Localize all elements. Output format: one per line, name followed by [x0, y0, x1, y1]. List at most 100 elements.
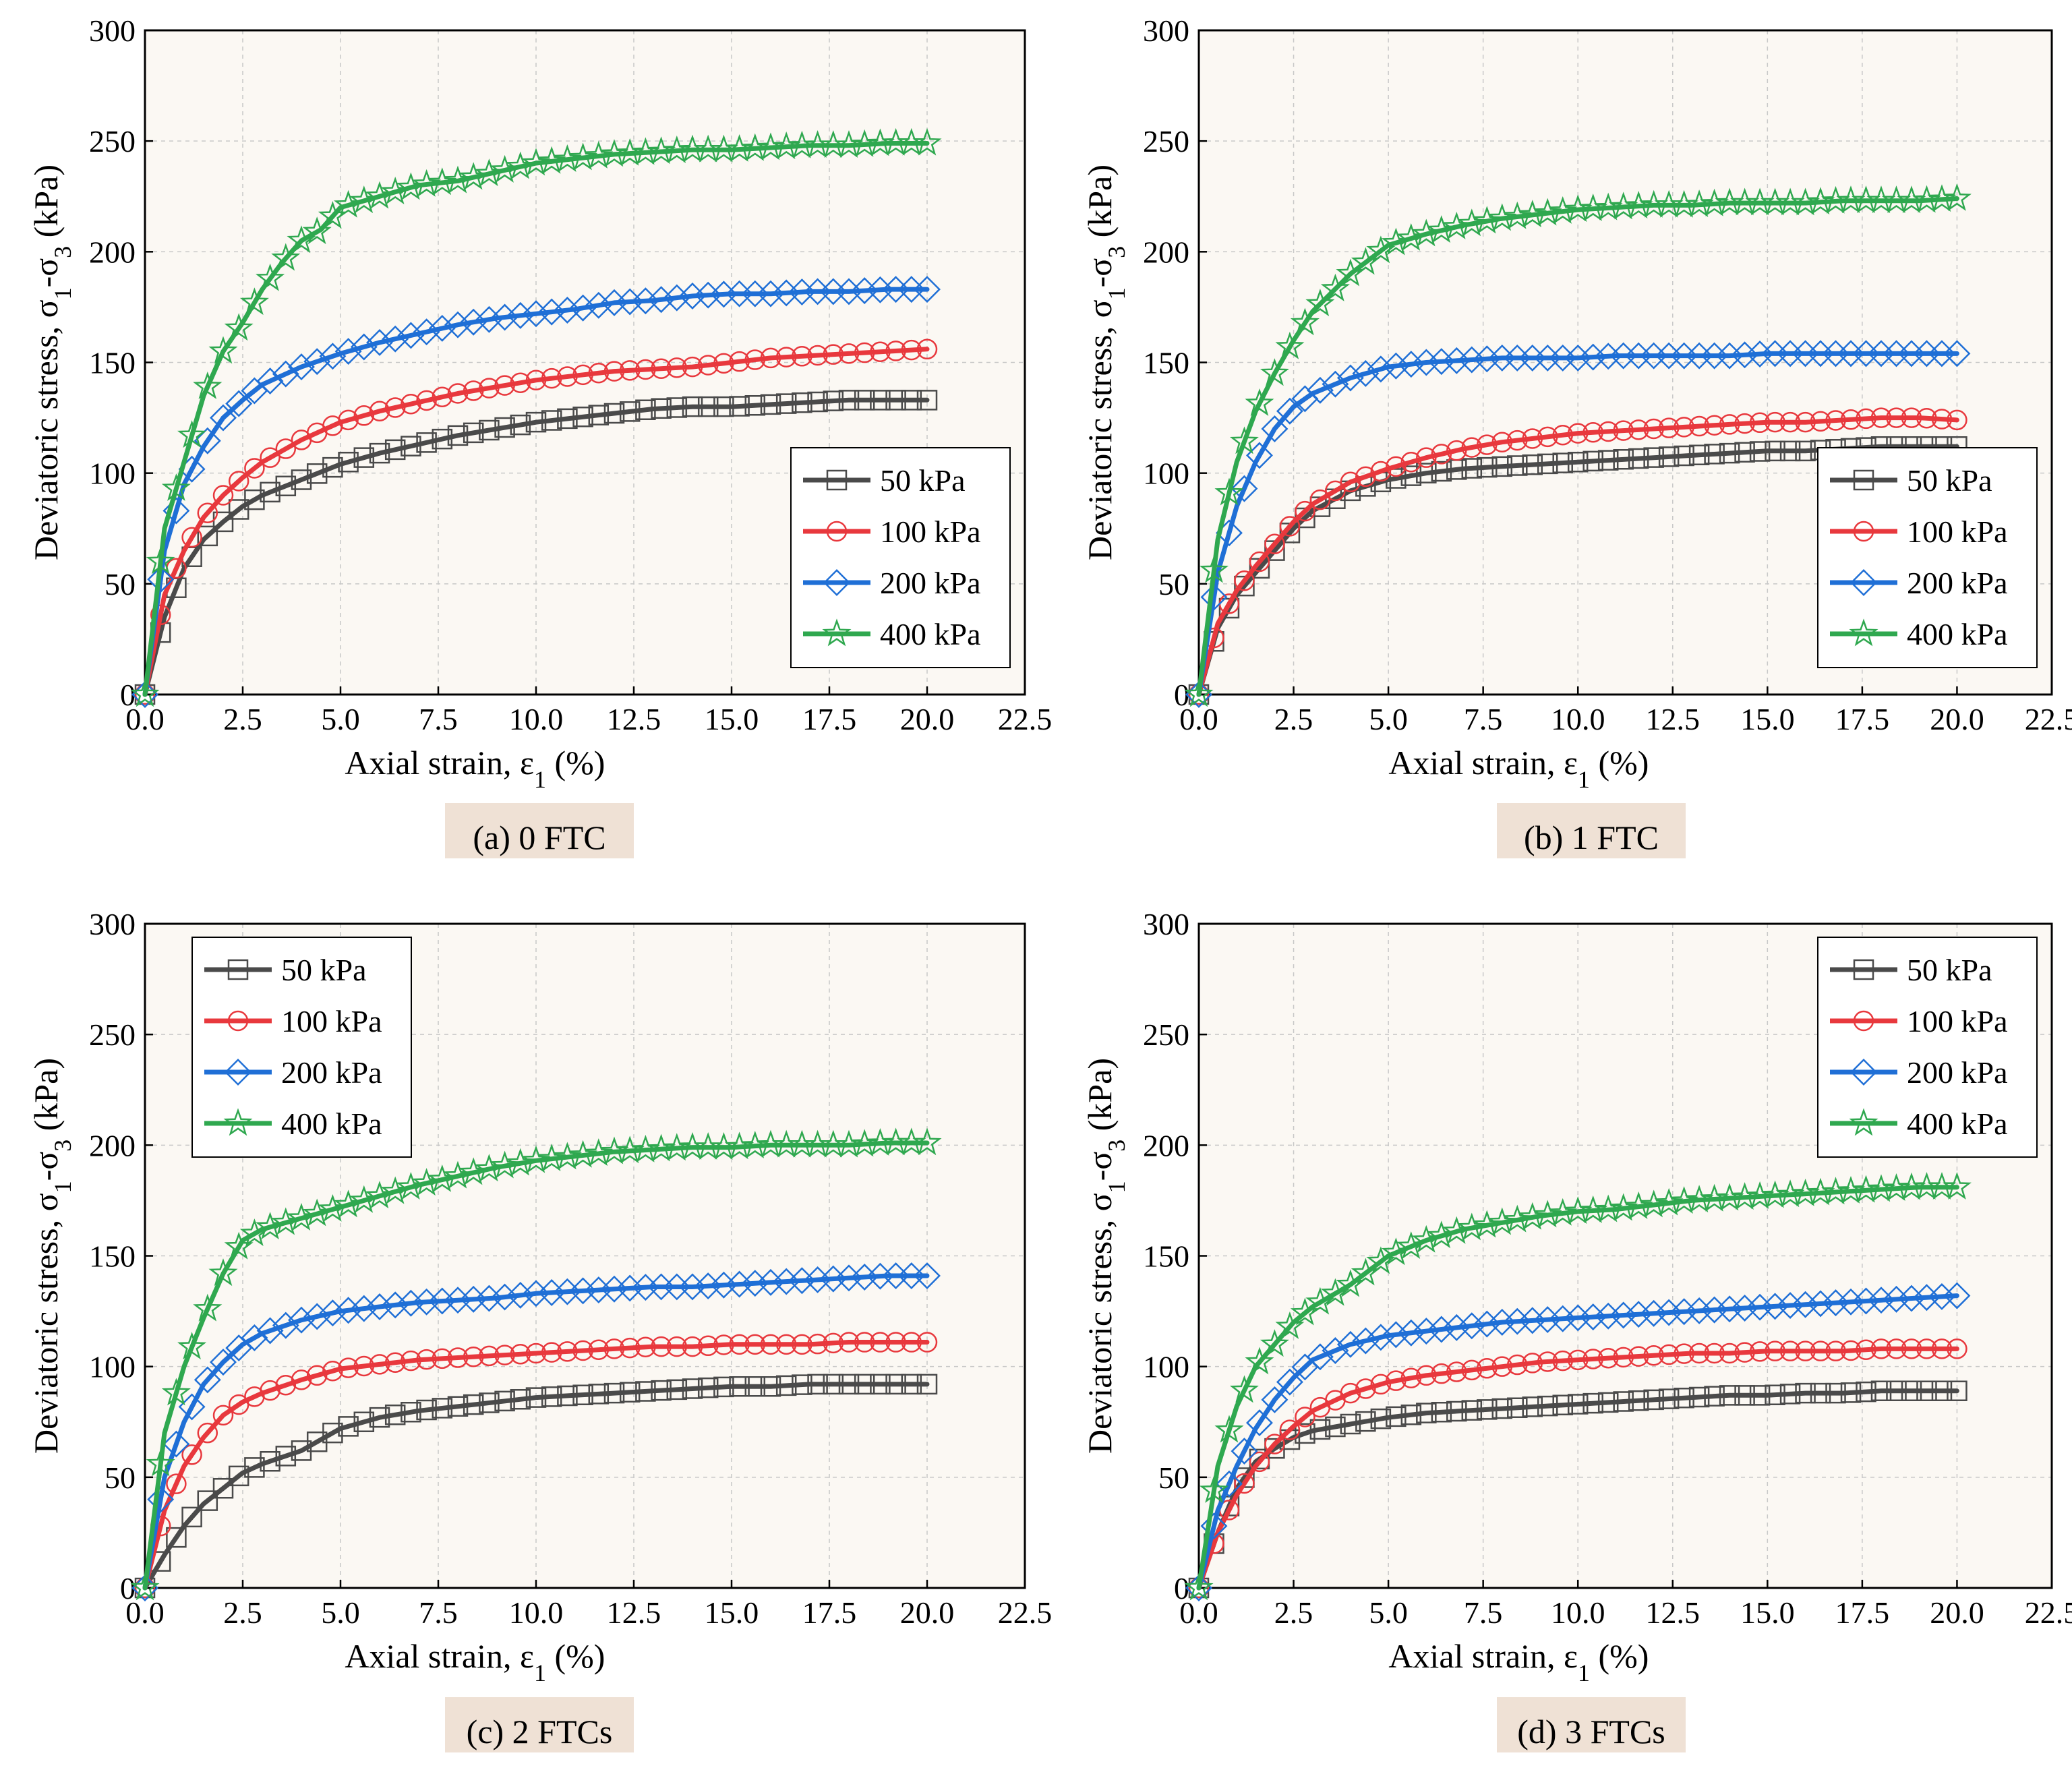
y-tick-label: 100: [89, 1350, 136, 1384]
data-point-400-kpa: [599, 139, 629, 167]
data-point-200-kpa: [272, 1311, 299, 1339]
data-point-100-kpa: [1719, 1343, 1740, 1364]
data-point-100-kpa: [651, 358, 672, 379]
y-axis-subscript-1: 1: [1103, 1181, 1130, 1193]
data-point-200-kpa: [1443, 347, 1471, 374]
y-axis-mid: -σ: [1081, 258, 1119, 288]
x-axis-title: Axial strain, ε1 (%): [345, 744, 605, 793]
data-point-200-kpa: [1883, 1285, 1910, 1313]
data-point-200-kpa: [1746, 341, 1774, 367]
data-point-400-kpa: [725, 134, 754, 162]
data-point-50-kpa: [916, 390, 938, 411]
data-point-100-kpa: [479, 1345, 500, 1367]
data-point-50-kpa: [463, 422, 484, 444]
data-point-100-kpa: [1477, 1358, 1498, 1379]
data-point-400-kpa: [1229, 426, 1259, 454]
data-point-100-kpa: [1901, 407, 1922, 428]
data-point-400-kpa: [208, 336, 238, 364]
x-tick-label: 5.0: [321, 1595, 360, 1630]
data-point-400-kpa: [396, 172, 425, 200]
data-point-100-kpa: [1264, 533, 1285, 554]
y-tick-label: 50: [1158, 567, 1189, 601]
data-point-100-kpa: [1825, 410, 1846, 431]
data-point-50-kpa: [1461, 1400, 1483, 1421]
data-point-50-kpa: [401, 436, 421, 456]
data-point-50-kpa: [1613, 449, 1634, 470]
data-point-100-kpa: [1947, 409, 1967, 431]
data-point-200-kpa: [1913, 340, 1941, 367]
data-point-50-kpa: [603, 403, 625, 424]
data-point-200-kpa: [413, 1288, 440, 1316]
data-point-200-kpa: [225, 1334, 253, 1362]
data-point-400-kpa: [1472, 1210, 1502, 1238]
data-point-50-kpa: [1856, 1381, 1876, 1403]
data-point-200-kpa: [1200, 583, 1228, 611]
data-point-100-kpa: [401, 393, 421, 415]
legend-entry-200-kpa: 200 kPa: [803, 566, 981, 600]
y-tick-label: 200: [89, 235, 136, 269]
data-point-200-kpa: [585, 291, 612, 319]
y-tick-label: 150: [89, 346, 136, 380]
data-point-50-kpa: [447, 425, 469, 446]
data-point-50-kpa: [1507, 1397, 1528, 1418]
data-point-100-kpa: [494, 1345, 515, 1365]
data-point-400-kpa: [1760, 1180, 1790, 1208]
data-point-200-kpa: [1746, 1293, 1774, 1321]
data-point-400-kpa: [1624, 1191, 1653, 1219]
data-point-50-kpa: [916, 1374, 938, 1395]
data-point-100-kpa: [588, 1339, 610, 1360]
data-point-100-kpa: [729, 1334, 750, 1355]
legend: 50 kPa 100 kPa 200 kPa 400 kPa: [1817, 447, 2038, 668]
data-point-200-kpa: [1579, 343, 1607, 371]
legend-marker: [1853, 1010, 1874, 1032]
x-tick-label: 12.5: [1646, 702, 1700, 736]
data-point-50-kpa: [1674, 1388, 1694, 1409]
data-point-400-kpa: [177, 420, 207, 448]
data-point-200-kpa: [1852, 1287, 1880, 1315]
data-point-100-kpa: [1491, 1356, 1513, 1377]
y-axis-title: Deviatoric stress, σ1-σ3 (kPa): [27, 1058, 76, 1454]
data-point-400-kpa: [1775, 1179, 1805, 1208]
data-point-200-kpa: [1595, 1302, 1622, 1330]
data-point-50-kpa: [306, 463, 328, 484]
data-point-400-kpa: [1851, 1175, 1881, 1203]
x-axis-unit: (%): [1590, 744, 1649, 781]
data-point-50-kpa: [572, 1384, 593, 1405]
data-point-200-kpa: [914, 276, 941, 303]
x-tick-label: 22.5: [2025, 1595, 2072, 1630]
data-point-50-kpa: [384, 1404, 406, 1425]
data-point-100-kpa: [885, 341, 906, 361]
data-point-200-kpa: [491, 303, 519, 331]
y-axis-mid: -σ: [27, 258, 65, 288]
data-point-200-kpa: [1655, 342, 1683, 370]
data-point-50-kpa: [369, 1407, 390, 1428]
data-point-400-kpa: [1381, 1237, 1411, 1266]
data-point-200-kpa: [1231, 475, 1258, 502]
data-point-400-kpa: [1639, 1189, 1669, 1218]
data-point-50-kpa: [479, 419, 500, 441]
data-point-200-kpa: [1488, 344, 1516, 372]
series-line-200-kpa: [142, 287, 930, 697]
data-point-200-kpa: [1352, 359, 1380, 387]
y-axis-mid: -σ: [1081, 1152, 1119, 1181]
legend-entry-200-kpa: 200 kPa: [204, 1055, 382, 1090]
data-point-100-kpa: [432, 386, 453, 407]
y-axis-unit: (kPa): [1081, 1058, 1119, 1140]
data-point-400-kpa: [474, 1154, 504, 1182]
data-point-50-kpa: [1386, 468, 1407, 489]
data-point-100-kpa: [1355, 466, 1376, 488]
data-point-100-kpa: [1870, 1338, 1892, 1359]
y-tick-label: 150: [89, 1239, 136, 1274]
data-point-50-kpa: [1340, 1413, 1361, 1435]
data-point-100-kpa: [1886, 407, 1907, 428]
data-point-100-kpa: [1931, 409, 1953, 430]
data-point-200-kpa: [1458, 346, 1485, 374]
legend-label: 100 kPa: [1907, 514, 2008, 549]
data-point-100-kpa: [1628, 1346, 1649, 1367]
data-point-200-kpa: [366, 328, 393, 356]
data-point-50-kpa: [635, 399, 656, 421]
data-point-100-kpa: [1552, 1350, 1573, 1371]
data-point-400-kpa: [412, 169, 442, 197]
y-axis-subscript-2: 3: [1103, 1140, 1130, 1152]
data-point-50-kpa: [260, 481, 280, 503]
